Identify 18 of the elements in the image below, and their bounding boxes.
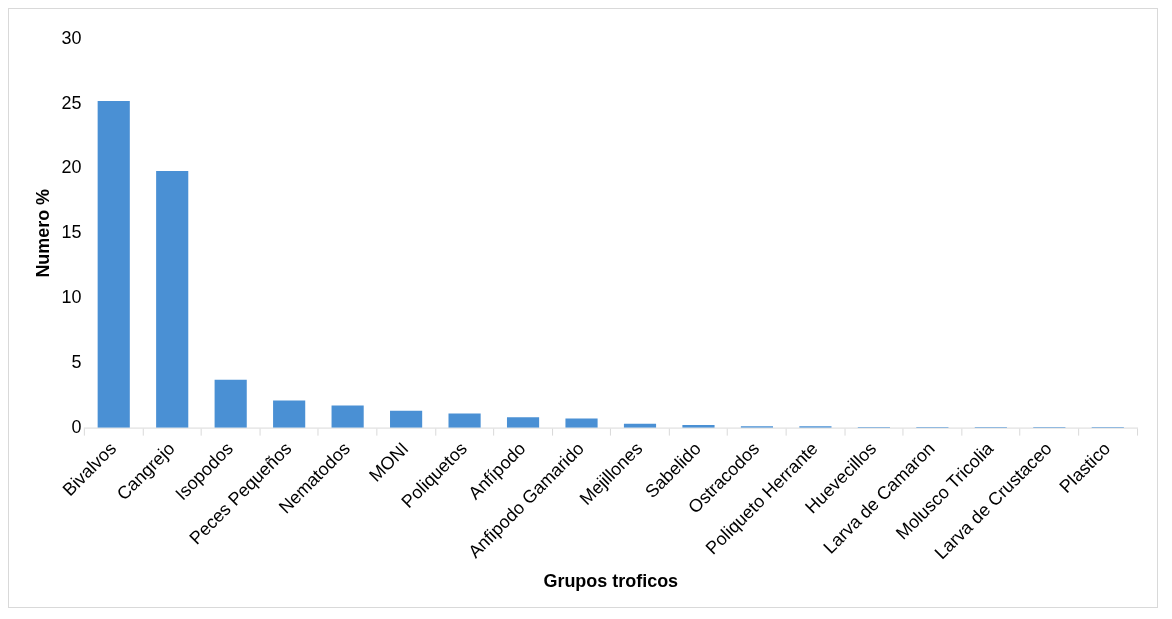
y-tick-label: 20 <box>61 157 82 178</box>
y-tick-label: 5 <box>71 351 82 372</box>
bar <box>273 400 306 428</box>
y-tick-label: 30 <box>61 27 82 48</box>
bar <box>214 379 247 428</box>
bar <box>448 413 481 428</box>
bar <box>390 410 423 428</box>
bar <box>156 171 189 428</box>
x-axis-title: Grupos troficos <box>543 571 679 592</box>
bar <box>565 418 598 428</box>
bar <box>331 405 364 428</box>
y-tick-label: 10 <box>61 287 82 308</box>
y-tick-label: 25 <box>61 92 82 113</box>
bar <box>506 417 540 428</box>
y-tick-label: 15 <box>61 222 82 243</box>
bar <box>97 101 130 428</box>
y-axis-title: Numero % <box>32 188 53 278</box>
y-tick-label: 0 <box>71 416 82 437</box>
